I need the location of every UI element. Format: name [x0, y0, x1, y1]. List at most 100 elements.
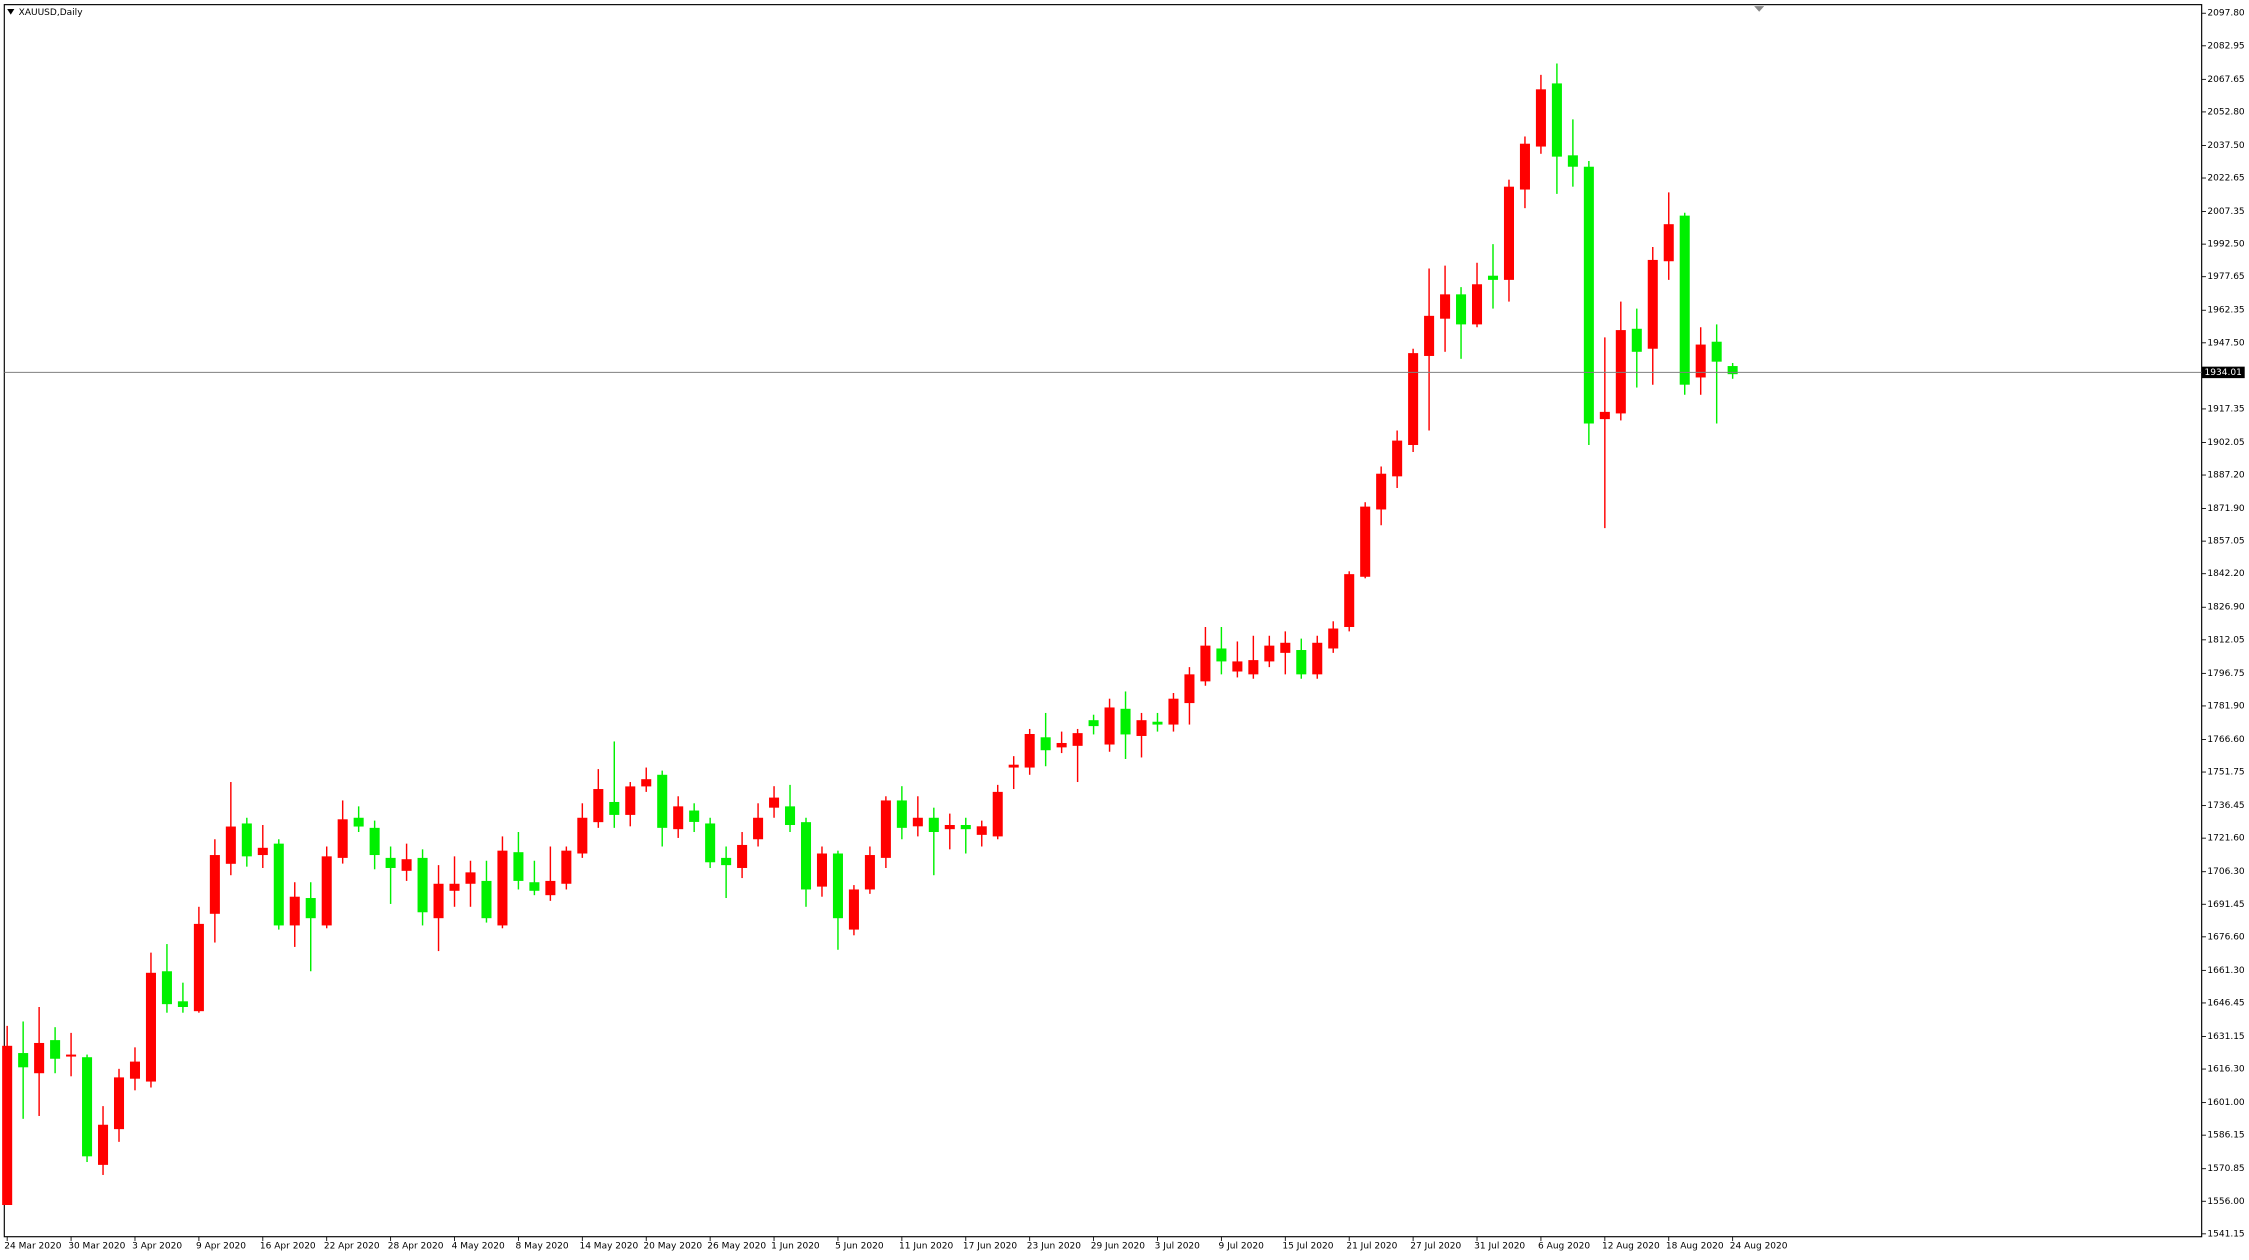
- candle-body: [769, 797, 780, 808]
- x-tick-label: 3 Jul 2020: [1155, 1242, 1201, 1252]
- x-tick-label: 6 Aug 2020: [1538, 1242, 1590, 1252]
- candle-body: [513, 852, 524, 881]
- candle-body: [976, 826, 987, 835]
- candle-body: [1727, 366, 1738, 375]
- candle-body: [673, 806, 684, 830]
- candle-body: [641, 779, 652, 787]
- candle-body: [1711, 341, 1722, 362]
- candle-body: [1104, 707, 1115, 745]
- x-tick-label: 9 Apr 2020: [196, 1242, 246, 1252]
- candle-body: [385, 857, 396, 868]
- candle-body: [1312, 642, 1323, 675]
- candle-body: [1487, 275, 1499, 280]
- shift-marker: [1754, 6, 1765, 12]
- candle-body: [1695, 344, 1706, 378]
- x-tick-label: 4 May 2020: [452, 1242, 505, 1252]
- x-tick-label: 24 Aug 2020: [1730, 1242, 1788, 1252]
- x-tick-label: 15 Jul 2020: [1282, 1242, 1333, 1252]
- y-tick-label: 2082.95: [2207, 41, 2244, 51]
- candle-body: [609, 801, 620, 815]
- candle-body: [561, 850, 572, 884]
- x-tick-label: 5 Jun 2020: [835, 1242, 884, 1252]
- x-tick-label: 3 Apr 2020: [132, 1242, 182, 1252]
- y-tick-label: 1871.90: [2207, 504, 2245, 514]
- x-tick-label: 16 Apr 2020: [260, 1242, 316, 1252]
- y-tick-label: 2037.50: [2207, 141, 2245, 151]
- y-tick-label: 1781.90: [2207, 701, 2245, 711]
- x-tick-label: 30 Mar 2020: [68, 1242, 125, 1252]
- candle-body: [1535, 89, 1546, 147]
- y-tick-label: 1586.15: [2207, 1131, 2244, 1141]
- x-tick-label: 28 Apr 2020: [388, 1242, 444, 1252]
- candle-body: [1679, 215, 1690, 385]
- candle-body: [928, 817, 939, 833]
- candle-body: [1567, 155, 1578, 167]
- y-tick-label: 1812.05: [2207, 635, 2244, 645]
- x-tick-label: 31 Jul 2020: [1474, 1242, 1525, 1252]
- candle-body: [1583, 166, 1594, 424]
- symbol-menu-arrow[interactable]: [7, 8, 15, 15]
- candle-body: [98, 1124, 109, 1165]
- y-tick-label: 1616.30: [2207, 1065, 2245, 1075]
- candle-body: [225, 826, 236, 864]
- candle-body: [960, 824, 971, 830]
- candle-body: [832, 853, 843, 919]
- x-tick-label: 24 Mar 2020: [4, 1242, 61, 1252]
- candle-body: [1232, 661, 1243, 672]
- candle-body: [896, 800, 907, 828]
- x-tick-label: 29 Jun 2020: [1091, 1242, 1145, 1252]
- y-tick-label: 1570.85: [2207, 1164, 2244, 1174]
- candle-body: [1120, 708, 1131, 735]
- candle-body: [257, 847, 268, 856]
- candle-body: [912, 817, 923, 827]
- candle-body: [161, 971, 172, 1005]
- candle-body: [577, 817, 588, 854]
- current-price-box: [2201, 366, 2245, 379]
- candle-body: [177, 1001, 188, 1007]
- candle-body: [1008, 764, 1019, 768]
- candle-body: [992, 791, 1003, 837]
- candle-body: [816, 853, 827, 887]
- candle-body: [321, 856, 332, 926]
- candle-body: [481, 880, 492, 919]
- y-tick-label: 1992.50: [2207, 240, 2245, 250]
- candle-body: [1551, 83, 1562, 157]
- candle-body: [1328, 628, 1339, 649]
- y-tick-label: 2097.80: [2207, 9, 2245, 19]
- y-tick-label: 2067.65: [2207, 75, 2244, 85]
- candle-body: [82, 1057, 93, 1157]
- candle-body: [1376, 473, 1387, 510]
- candle-body: [129, 1061, 141, 1079]
- candle-body: [305, 898, 316, 919]
- candle-body: [1392, 440, 1403, 477]
- candle-body: [18, 1053, 29, 1068]
- candle-body: [113, 1077, 125, 1130]
- candle-body: [1647, 259, 1658, 349]
- candle-body: [1599, 411, 1610, 420]
- candle-body: [1503, 186, 1514, 280]
- y-tick-label: 1676.60: [2207, 932, 2245, 942]
- y-tick-label: 2007.35: [2207, 207, 2244, 217]
- x-tick-label: 21 Jul 2020: [1346, 1242, 1397, 1252]
- candle-body: [625, 786, 636, 815]
- candle-body: [689, 810, 700, 822]
- y-tick-label: 1917.35: [2207, 404, 2244, 414]
- candle-body: [353, 817, 364, 827]
- candle-body: [289, 896, 300, 926]
- candle-body: [1040, 737, 1051, 751]
- x-tick-label: 14 May 2020: [579, 1242, 638, 1252]
- candle-body: [1200, 645, 1211, 682]
- candle-body: [1248, 660, 1259, 675]
- candle-body: [1631, 328, 1642, 352]
- y-tick-label: 1751.75: [2207, 768, 2244, 778]
- y-tick-label: 1601.00: [2207, 1098, 2245, 1108]
- candle-body: [1168, 698, 1179, 725]
- candle-body: [401, 859, 412, 871]
- candle-body: [1472, 284, 1483, 325]
- candle-body: [848, 889, 859, 930]
- candle-body: [1344, 574, 1355, 627]
- candle-body: [497, 850, 508, 926]
- candle-body: [1136, 720, 1147, 736]
